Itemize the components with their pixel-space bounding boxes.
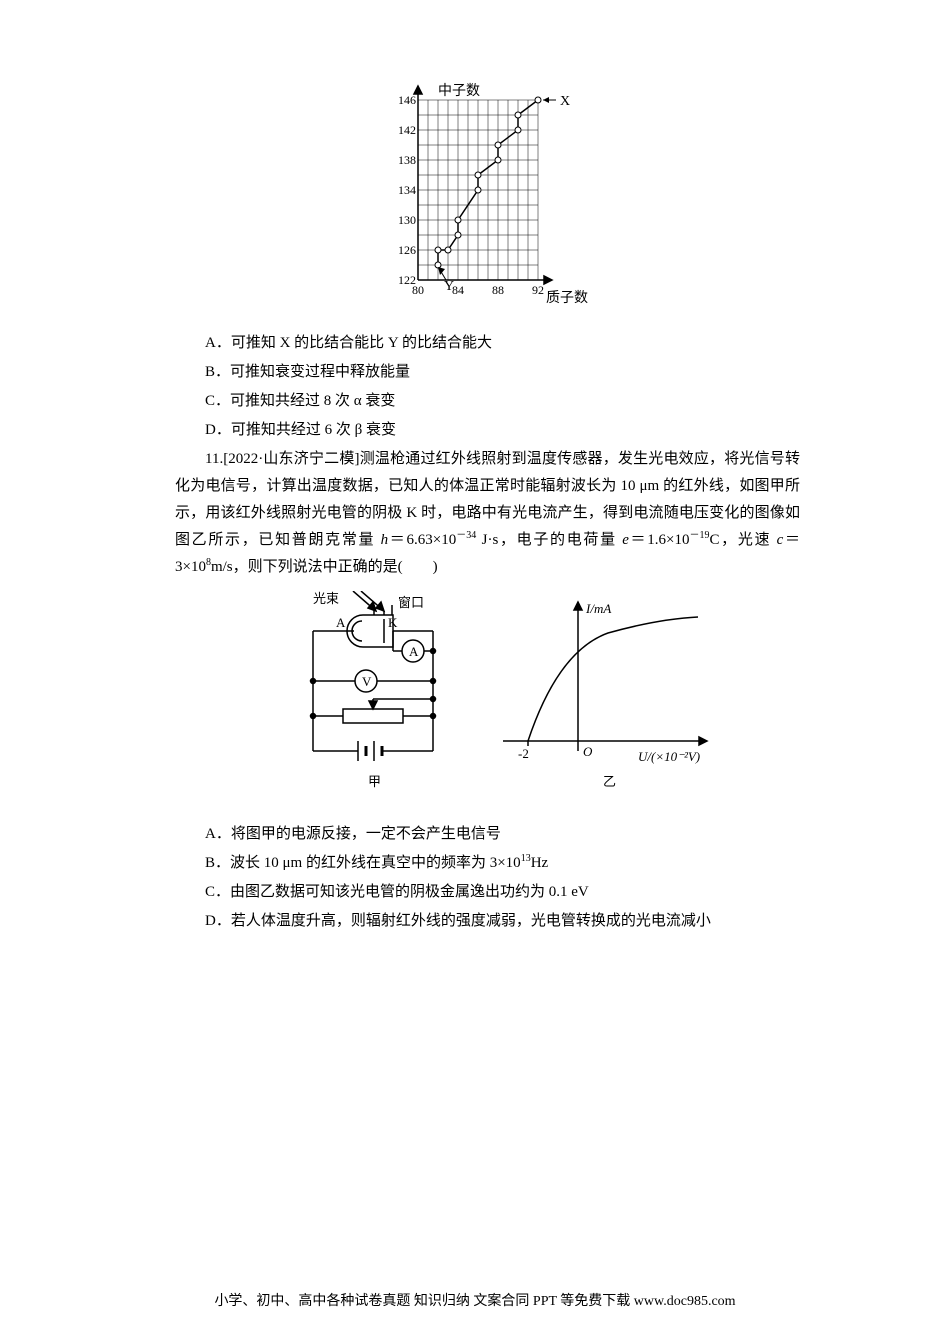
svg-text:I/mA: I/mA (585, 601, 611, 616)
figure2-svg: 光束 窗口 K A A V 甲 I/mA U/(×10⁻²V) -2 O 乙 (258, 591, 718, 801)
q11-option-D: D．若人体温度升高，则辐射红外线的强度减弱，光电管转换成的光电流减小 (175, 908, 800, 935)
svg-text:138: 138 (398, 153, 416, 167)
q11-option-C: C．由图乙数据可知该光电管的阴极金属逸出功约为 0.1 eV (175, 879, 800, 906)
svg-text:K: K (388, 615, 398, 630)
chart1-ylabel: 中子数 (438, 83, 480, 99)
svg-text:甲: 甲 (368, 774, 381, 789)
svg-text:U/(×10⁻²V): U/(×10⁻²V) (638, 749, 700, 764)
q11-text: 11.[2022·山东济宁二模]测温枪通过红外线照射到温度传感器，发生光电效应，… (175, 446, 800, 581)
svg-text:Y: Y (444, 279, 454, 294)
svg-text:X: X (560, 94, 570, 109)
page-footer: 小学、初中、高中各种试卷真题 知识归纳 文案合同 PPT 等免费下载 www.d… (0, 1289, 950, 1314)
q10-option-C: C．可推知共经过 8 次 α 衰变 (175, 388, 800, 415)
svg-text:光束: 光束 (313, 591, 339, 606)
svg-text:窗口: 窗口 (398, 595, 424, 610)
svg-text:146: 146 (398, 93, 416, 107)
chart-decay-series: 中子数 质子数 (175, 80, 800, 310)
q10-option-B: B．可推知衰变过程中释放能量 (175, 359, 800, 386)
svg-text:88: 88 (492, 283, 504, 297)
svg-text:A: A (336, 615, 346, 630)
figure2: 光束 窗口 K A A V 甲 I/mA U/(×10⁻²V) -2 O 乙 (175, 591, 800, 801)
q11-option-A: A．将图甲的电源反接，一定不会产生电信号 (175, 821, 800, 848)
chart1-xlabel: 质子数 (546, 290, 588, 306)
chart1-yticks: 122 126 130 134 138 142 146 (398, 93, 416, 287)
chart1-axes (414, 86, 552, 284)
svg-text:V: V (362, 674, 372, 689)
svg-text:126: 126 (398, 243, 416, 257)
svg-text:130: 130 (398, 213, 416, 227)
svg-text:乙: 乙 (603, 774, 616, 789)
svg-text:92: 92 (532, 283, 544, 297)
q10-option-D: D．可推知共经过 6 次 β 衰变 (175, 417, 800, 444)
svg-text:O: O (583, 744, 593, 759)
svg-text:134: 134 (398, 183, 416, 197)
chart1-svg: 中子数 质子数 (378, 80, 598, 310)
graph-right (503, 602, 707, 751)
q10-option-A: A．可推知 X 的比结合能比 Y 的比结合能大 (175, 330, 800, 357)
chart1-xticks: 80 84 88 92 (412, 283, 544, 297)
svg-text:-2: -2 (518, 746, 529, 761)
q11-option-B: B．波长 10 μm 的红外线在真空中的频率为 3×1013Hz (175, 850, 800, 877)
svg-text:A: A (409, 644, 419, 659)
svg-text:142: 142 (398, 123, 416, 137)
svg-text:80: 80 (412, 283, 424, 297)
graph-labels: I/mA U/(×10⁻²V) -2 O 乙 (518, 601, 700, 789)
circuit-left (310, 591, 435, 761)
